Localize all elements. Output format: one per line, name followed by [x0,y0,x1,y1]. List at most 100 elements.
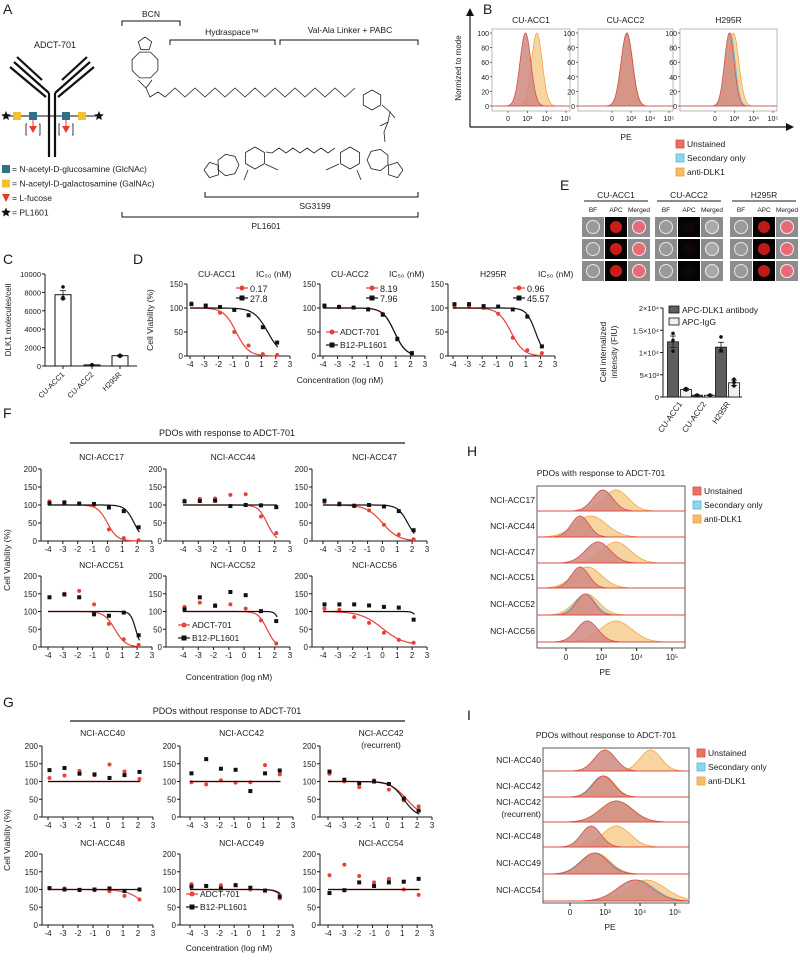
y-axis-label: Cell Viability (%) [145,289,155,351]
y-tick-label: 0 [655,393,659,402]
y-tick-label: 0 [312,921,317,930]
y-tick-label: 150 [431,280,445,289]
y-tick-label: 200 [163,742,177,751]
data-point-b12-pl1601 [228,589,233,594]
x-tick-label: -1 [364,651,372,660]
y-tick-label: 0 [172,921,177,930]
data-point-b12-pl1601 [121,509,126,514]
x-tick-label: 2 [136,929,141,938]
ridgeline-row-nci-acc52: NCI-ACC52 [490,593,685,616]
data-point-b12-pl1601 [233,767,238,772]
channel-label: APC [682,207,696,214]
data-point-b12-pl1601 [218,766,223,771]
sugar-square-icon [78,112,86,120]
y-tick-label: 100 [563,31,575,38]
channel-label: Merged [628,207,650,214]
data-point-b12-pl1601 [213,603,218,608]
x-tick-label: 1 [400,821,405,830]
row-label: NCI-ACC47 [490,547,535,557]
data-point-b12-pl1601 [481,304,486,309]
y-tick-label: 150 [303,760,317,769]
x-axis-label: Concentration (log nM) [186,943,273,953]
y-axis-label: Cell internalized [598,321,608,382]
x-tick-label: 10⁵ [768,116,779,123]
bcn-bracket [121,20,181,26]
y-tick-label: 8000 [24,288,41,297]
x-tick-label: 3 [151,929,156,938]
x-tick-label: -4 [324,821,332,830]
bond [379,121,389,127]
row-label: NCI-ACC51 [490,572,535,582]
data-point-b12-pl1601 [136,633,141,638]
legend-marker [239,285,245,291]
pl1601-bracket [121,212,419,218]
x-tick-label: 2 [276,929,281,938]
data-point [719,348,723,353]
x-tick-label: 1 [394,360,399,369]
data-point-b12-pl1601 [92,612,97,617]
x-tick-label: -2 [216,929,224,938]
y-tick-label: 100 [477,31,489,38]
data-point-b12-pl1601 [352,602,357,607]
text-label: Val-Ala Linker + PABC [308,25,393,35]
x-tick-label: -2 [216,821,224,830]
x-tick-label: 2 [273,360,278,369]
data-point-adct-701 [367,508,372,513]
data-point-adct-701 [510,335,515,340]
data-point-adct-701 [496,311,501,316]
data-point-b12-pl1601 [381,604,386,609]
x-tick-label: -1 [493,360,501,369]
data-point-adct-701 [539,351,544,356]
bond [264,163,279,171]
ring [340,146,360,170]
data-point-adct-701 [204,782,209,787]
data-point [61,285,65,289]
data-point-b12-pl1601 [367,603,372,608]
data-point [719,335,723,339]
panel-letter: E [560,177,569,193]
x-tick-label: 0 [247,821,252,830]
data-point-adct-701 [337,607,342,612]
x-tick-label: 0 [380,545,385,554]
x-tick-label: 10⁴ [630,653,643,662]
data-point-b12-pl1601 [274,505,279,510]
x-tick-label: -3 [339,929,347,938]
apc-signal-icon [610,243,622,255]
x-tick-label: 10⁵ [561,116,572,123]
y-tick-label: 60 [669,60,677,67]
data-point-adct-701 [228,492,233,497]
histogram-unstained [680,32,777,107]
merged-cell-icon [632,242,646,256]
x-tick-label: -1 [89,545,97,554]
legend-text: Secondary only [687,153,746,163]
y-tick-label: 0 [34,921,39,930]
data-point-b12-pl1601 [122,773,127,778]
x-tick-label: 0 [385,929,390,938]
y-tick-label: 200 [24,465,38,474]
sugar-square-icon [13,112,21,120]
dose-response-panel-nci-acc42: 0 50 100 150 200 -4 -3 -2 -1 0 1 2 3 NCI-ACC42 (recurr… [303,728,435,830]
legend-text: ADCT-701 [200,889,240,899]
panel-letter: H [467,443,477,459]
data-point-b12-pl1601 [322,498,327,503]
x-tick-label: 3 [425,545,430,554]
plot-frame [536,485,686,649]
histogram-panel-h295r: 0 20 40 60 80 100 0 10³ 10⁴ 10⁵ H295R [665,15,778,123]
y-tick-label: 2×10⁴ [639,304,659,313]
ridgeline-row-nci-acc56: NCI-ACC56 [490,620,685,643]
data-point [90,363,94,367]
legend-marker [329,342,335,348]
data-point-b12-pl1601 [106,505,111,510]
ridgeline-row-nci-acc54: NCI-ACC54 [496,879,690,902]
x-tick-label: -4 [186,821,194,830]
y-tick-label: 20 [481,89,489,96]
data-point-adct-701 [525,348,530,353]
y-tick-label: 100 [303,886,317,895]
data-point-b12-pl1601 [203,303,208,308]
panel-title: H295R [480,269,506,279]
dose-response-panel-nci-acc40: 0 50 100 150 200 -4 -3 -2 -1 0 1 2 3 NCI-ACC40 [25,728,156,830]
data-point [684,388,688,392]
apc-signal-icon [758,221,770,233]
